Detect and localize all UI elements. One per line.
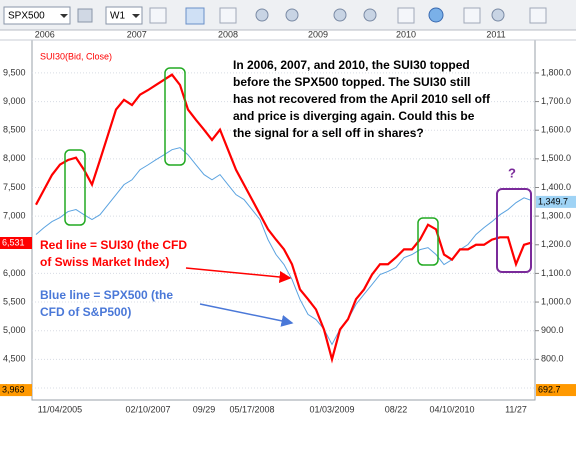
value-flag-label: 3,963 (2, 384, 25, 394)
y2-tick-label: 1,400.0 (541, 182, 571, 192)
tool-icon[interactable] (397, 7, 415, 24)
highlight-box (64, 149, 86, 226)
x-tick-label: 11/04/2005 (38, 404, 82, 414)
value-flag-label: 6,531 (2, 237, 25, 247)
year-label: 2006 (35, 29, 55, 39)
tool-icon[interactable] (285, 8, 299, 22)
tool-icon[interactable] (185, 7, 205, 25)
tool-icon[interactable] (333, 8, 347, 22)
y2-tick-label: 800.0 (541, 354, 564, 364)
x-tick-label: 08/22 (385, 404, 408, 414)
tool-icon[interactable] (219, 7, 237, 24)
annotation: the signal for a sell off in shares? (233, 126, 424, 140)
dropdown-arrow (60, 14, 68, 18)
symbol-text: SPX500 (8, 11, 45, 22)
year-label: 2009 (308, 29, 328, 39)
y2-tick-label: 1,000.0 (541, 296, 571, 306)
annotation: has not recovered from the April 2010 se… (233, 92, 491, 106)
tool-icon[interactable] (428, 7, 444, 23)
value-flag (0, 236, 32, 249)
period-dropdown[interactable] (105, 6, 143, 25)
y-tick-label: 5,500 (3, 296, 26, 306)
y-tick-label: 8,500 (3, 125, 26, 135)
question-mark: ? (508, 165, 516, 180)
y-tick-label: 9,500 (3, 67, 26, 77)
highlight-box (417, 217, 439, 266)
y-tick-label: 5,000 (3, 325, 26, 335)
series-line (35, 73, 533, 364)
annotation: CFD of S&P500) (40, 305, 131, 319)
value-flag-label: 1,349.7 (538, 196, 568, 206)
y-tick-label: 9,000 (3, 96, 26, 106)
arrow (199, 303, 294, 327)
y2-tick-label: 1,500.0 (541, 153, 571, 163)
plot-area (31, 39, 536, 401)
value-flag (0, 384, 32, 397)
year-label: 2011 (486, 29, 505, 39)
y-tick-label: 4,500 (3, 354, 26, 364)
y2-tick-label: 1,700.0 (541, 96, 571, 106)
y-tick-label: 7,500 (3, 182, 26, 192)
period-text: W1 (110, 11, 125, 22)
symbol-dropdown[interactable] (3, 6, 71, 25)
y2-tick-label: 1,800.0 (541, 67, 571, 77)
highlight-box (164, 67, 186, 166)
dropdown-arrow (132, 14, 140, 18)
value-flag-label: 692.7 (538, 384, 561, 394)
y2-tick-label: 1,300.0 (541, 211, 571, 221)
tool-icon[interactable] (529, 7, 547, 24)
series-line (35, 147, 533, 346)
y-tick-label: 7,000 (3, 211, 26, 221)
y2-tick-label: 1,600.0 (541, 125, 571, 135)
annotation: and price is diverging again. Could this… (233, 109, 475, 123)
x-tick-label: 05/17/2008 (229, 404, 274, 414)
tool-icon[interactable] (255, 8, 269, 22)
x-tick-label: 02/10/2007 (125, 404, 170, 414)
tool-icon[interactable] (491, 8, 505, 22)
annotation: Red line = SUI30 (the CFD (40, 238, 187, 252)
x-tick-label: 11/27 (505, 404, 527, 414)
annotation: In 2006, 2007, and 2010, the SUI30 toppe… (233, 58, 470, 72)
year-label: 2008 (218, 29, 238, 39)
x-tick-label: 01/03/2009 (309, 404, 354, 414)
annotation: before the SPX500 topped. The SUI30 stil… (233, 75, 470, 89)
annotation: of Swiss Market Index) (40, 255, 169, 269)
year-label: 2010 (396, 29, 416, 39)
y2-tick-label: 900.0 (541, 325, 564, 335)
arrow (185, 267, 292, 283)
y2-tick-label: 1,200.0 (541, 239, 571, 249)
value-flag (536, 195, 576, 208)
y-tick-label: 6,000 (3, 268, 26, 278)
y2-tick-label: 1,100.0 (541, 268, 571, 278)
annotation: Blue line = SPX500 (the (40, 288, 173, 302)
tool-icon[interactable] (463, 7, 481, 24)
tool-icon[interactable] (149, 7, 167, 24)
value-flag (536, 384, 576, 397)
x-tick-label: 04/10/2010 (429, 404, 474, 414)
tool-icon[interactable] (363, 8, 377, 22)
year-label: 2007 (127, 29, 147, 39)
legend-label: SUI30(Bid, Close) (40, 51, 112, 61)
highlight-box (496, 188, 532, 273)
x-tick-label: 09/29 (193, 404, 216, 414)
tool-icon[interactable] (77, 8, 93, 23)
y-tick-label: 8,000 (3, 153, 26, 163)
